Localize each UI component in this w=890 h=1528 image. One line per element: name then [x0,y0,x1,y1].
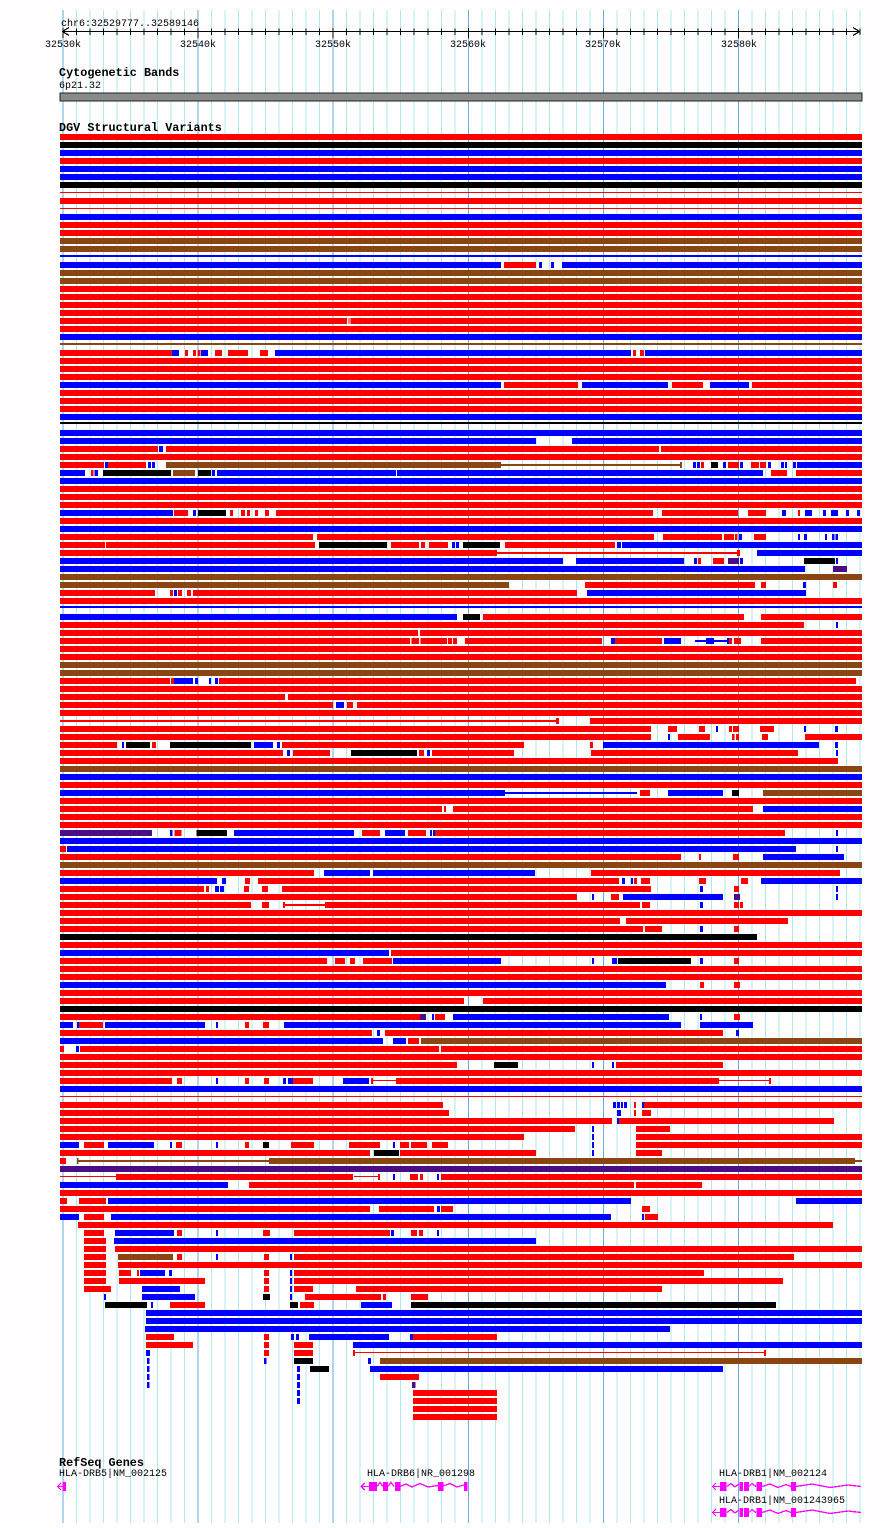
svg-text:DGV Structural Variants: DGV Structural Variants [59,121,222,135]
svg-text:HLA-DRB1|NM_001243965: HLA-DRB1|NM_001243965 [719,1495,845,1507]
svg-text:32570k: 32570k [585,39,621,51]
svg-text:RefSeq Genes: RefSeq Genes [59,1456,144,1470]
svg-text:32550k: 32550k [315,39,351,51]
svg-text:32530k: 32530k [45,39,81,51]
svg-text:32540k: 32540k [180,39,216,51]
svg-text:32560k: 32560k [450,39,486,51]
svg-text:HLA-DRB6|NR_001298: HLA-DRB6|NR_001298 [367,1468,475,1480]
svg-text:HLA-DRB5|NM_002125: HLA-DRB5|NM_002125 [59,1468,167,1480]
svg-text:chr6:32529777..32589146: chr6:32529777..32589146 [61,18,199,30]
svg-text:Cytogenetic Bands: Cytogenetic Bands [59,66,179,80]
svg-text:HLA-DRB1|NM_002124: HLA-DRB1|NM_002124 [719,1468,827,1480]
svg-text:32580k: 32580k [721,39,757,51]
svg-text:6p21.32: 6p21.32 [59,81,101,92]
